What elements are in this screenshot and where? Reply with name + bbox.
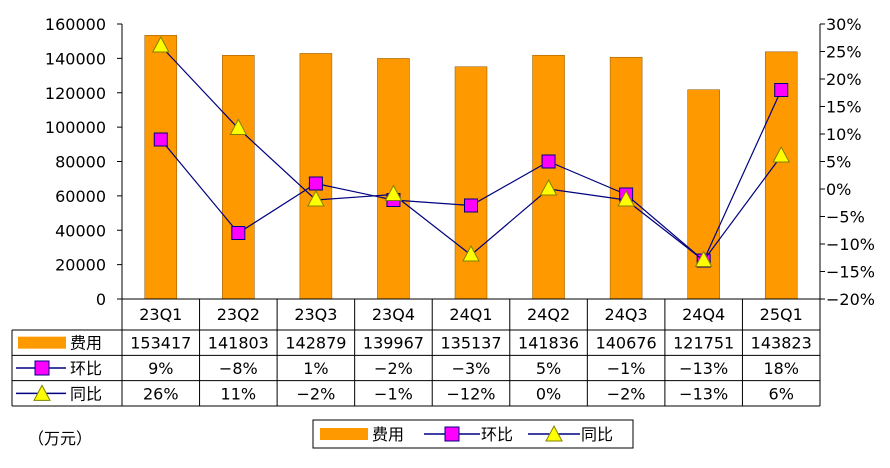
bar-23Q2: [222, 55, 255, 300]
x-tick-label: 23Q4: [372, 305, 415, 324]
table-cell: 11%: [221, 384, 257, 403]
legend-label-qoq: 环比: [481, 425, 513, 444]
x-tick-label: 24Q3: [605, 305, 648, 324]
legend-marker-qoq: [444, 426, 460, 442]
y-left-tick-label: 0: [96, 290, 106, 309]
x-tick-label: 24Q2: [527, 305, 570, 324]
marker-qoq-24Q2: [541, 154, 556, 169]
y-right-tick-label: 10%: [826, 125, 862, 144]
table-cell: −8%: [219, 359, 258, 378]
table-cell: 140676: [596, 334, 657, 353]
y-left-tick-label: 140000: [45, 49, 106, 68]
y-left-tick-label: 160000: [45, 15, 106, 34]
table-row-label: 环比: [70, 359, 102, 378]
y-left-tick-label: 80000: [55, 153, 106, 172]
legend-marker-yoy: [545, 424, 563, 442]
bar-23Q1: [144, 35, 178, 300]
x-tick-label: 25Q1: [760, 305, 803, 324]
table-cell: 0%: [536, 384, 561, 403]
marker-yoy-24Q1: [462, 244, 480, 262]
table-key-yoy-marker: [33, 384, 51, 401]
table-cell: −2%: [296, 384, 335, 403]
marker-qoq-24Q1: [464, 198, 478, 213]
table-cell: 18%: [763, 359, 799, 378]
marker-yoy-24Q2: [539, 178, 558, 196]
marker-yoy-23Q4: [384, 184, 403, 201]
table-cell: −2%: [607, 384, 646, 403]
table-cell: −3%: [452, 359, 491, 378]
y-right-tick-label: 0%: [826, 180, 851, 199]
x-tick-label: 23Q2: [217, 305, 260, 324]
table-cell: 5%: [536, 359, 561, 378]
legend-label-yoy: 同比: [581, 425, 613, 444]
y-left-tick-label: 60000: [55, 187, 106, 206]
table-cell: 142879: [285, 334, 346, 353]
unit-label: （万元）: [28, 429, 92, 448]
x-tick-label: 23Q3: [294, 305, 337, 324]
marker-qoq-25Q1: [774, 83, 789, 97]
y-right-tick-label: 5%: [826, 153, 851, 172]
y-right-tick-label: −10%: [826, 235, 875, 254]
table-key-qoq-marker: [34, 360, 50, 376]
table-cell: 9%: [148, 359, 173, 378]
table-cell: 6%: [769, 384, 794, 403]
table-cell: 26%: [143, 384, 179, 403]
table-cell: −12%: [447, 384, 496, 403]
table-row-label: 费用: [70, 334, 102, 353]
bar-24Q2: [532, 54, 565, 300]
table-cell: 141836: [518, 334, 579, 353]
legend-label-cost: 费用: [372, 425, 404, 444]
y-left-tick-label: 40000: [55, 221, 106, 240]
table-cell: −13%: [679, 384, 728, 403]
y-left-tick-label: 120000: [45, 84, 106, 103]
bar-24Q1: [454, 66, 488, 300]
table-cell: −1%: [607, 359, 646, 378]
y-left-tick-label: 20000: [55, 256, 106, 275]
bar-23Q3: [299, 53, 333, 300]
x-tick-label: 24Q1: [449, 305, 492, 324]
y-left-tick-label: 100000: [45, 118, 106, 137]
table-cell: 121751: [673, 334, 734, 353]
marker-yoy-23Q3: [307, 189, 325, 207]
x-tick-label: 24Q4: [682, 305, 725, 324]
y-right-tick-label: 20%: [826, 70, 862, 89]
table-row-label: 同比: [70, 384, 102, 403]
marker-yoy-25Q1: [772, 145, 791, 163]
marker-yoy-23Q2: [229, 118, 248, 135]
table-key-cost: [18, 336, 66, 349]
marker-yoy-24Q4: [694, 250, 713, 267]
y-right-tick-label: −20%: [826, 290, 875, 309]
table-cell: 135137: [440, 334, 501, 353]
x-tick-label: 23Q1: [139, 305, 182, 324]
y-right-tick-label: −5%: [826, 208, 865, 227]
table-cell: 153417: [130, 334, 191, 353]
marker-yoy-23Q1: [151, 35, 170, 53]
marker-yoy-24Q3: [617, 189, 635, 207]
bar-24Q4: [687, 89, 720, 300]
marker-qoq-23Q3: [308, 176, 323, 191]
y-right-tick-label: 30%: [826, 15, 862, 34]
table-cell: 143823: [751, 334, 812, 353]
marker-qoq-23Q2: [231, 226, 246, 240]
marker-qoq-23Q1: [153, 132, 168, 147]
table-cell: 139967: [363, 334, 424, 353]
legend-swatch-cost: [320, 428, 368, 440]
table-cell: −13%: [679, 359, 728, 378]
table-cell: −1%: [374, 384, 413, 403]
y-right-tick-label: 15%: [826, 98, 862, 117]
bar-23Q4: [377, 58, 410, 300]
bar-24Q3: [609, 56, 643, 300]
y-right-tick-label: 25%: [826, 43, 862, 62]
y-right-tick-label: −15%: [826, 263, 875, 282]
table-cell: 141803: [208, 334, 269, 353]
table-cell: −2%: [374, 359, 413, 378]
table-cell: 1%: [303, 359, 328, 378]
